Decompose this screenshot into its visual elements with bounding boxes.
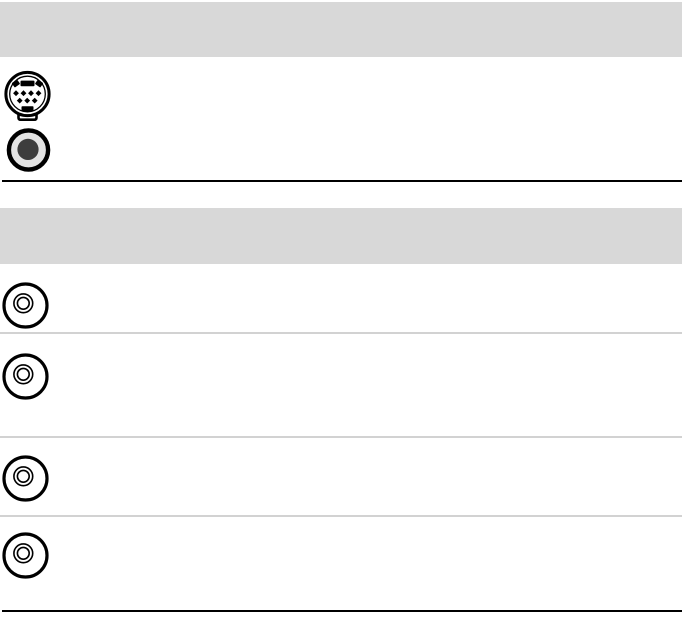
rca-connector-icon — [2, 353, 49, 400]
rca-connector-icon — [2, 532, 49, 579]
rca-connector-icon — [2, 455, 49, 502]
section-divider — [2, 179, 682, 182]
row-separator — [0, 331, 682, 334]
rca-connector-icon — [2, 282, 49, 329]
section-1-header-bar — [0, 2, 682, 57]
section-2-header-bar — [0, 208, 682, 264]
row-separator — [0, 436, 682, 439]
s-video-connector-icon — [3, 70, 52, 122]
composite-video-connector-icon — [5, 127, 52, 173]
page-bottom-rule — [2, 610, 682, 613]
row-separator — [0, 515, 682, 518]
